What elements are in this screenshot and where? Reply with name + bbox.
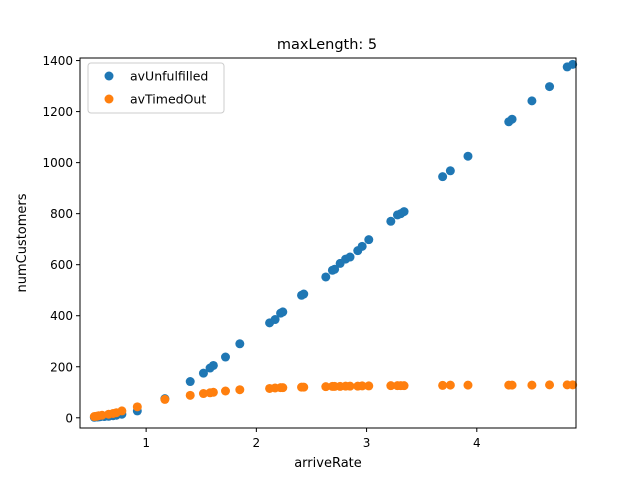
data-point-avUnfulfilled bbox=[270, 315, 280, 325]
x-tick-label: 1 bbox=[142, 436, 150, 450]
legend-box bbox=[87, 62, 225, 114]
y-tick-label: 1200 bbox=[42, 105, 73, 119]
legend: avUnfulfilled avTimedOut bbox=[87, 62, 225, 114]
y-tick-label: 800 bbox=[50, 207, 73, 221]
legend-marker-avTimedOut bbox=[104, 94, 114, 104]
legend-marker-avUnfulfilled bbox=[104, 71, 114, 81]
data-point-avTimedOut bbox=[445, 380, 455, 390]
data-point-avTimedOut bbox=[160, 394, 170, 404]
data-point-avTimedOut bbox=[364, 381, 374, 391]
y-tick-label: 400 bbox=[50, 309, 73, 323]
data-point-avUnfulfilled bbox=[507, 114, 517, 124]
data-point-avTimedOut bbox=[399, 381, 409, 391]
legend-label-avTimedOut: avTimedOut bbox=[130, 92, 206, 107]
data-point-avUnfulfilled bbox=[345, 252, 355, 262]
x-tick-label: 3 bbox=[363, 436, 371, 450]
y-tick-label: 1400 bbox=[42, 54, 73, 68]
data-point-avUnfulfilled bbox=[527, 96, 537, 106]
data-point-avUnfulfilled bbox=[321, 272, 331, 282]
x-tick-label: 4 bbox=[473, 436, 481, 450]
data-point-avUnfulfilled bbox=[220, 352, 230, 362]
data-point-avTimedOut bbox=[527, 380, 537, 390]
y-tick-label: 200 bbox=[50, 360, 73, 374]
data-point-avTimedOut bbox=[132, 402, 142, 412]
data-point-avTimedOut bbox=[299, 382, 309, 392]
data-point-avTimedOut bbox=[463, 380, 473, 390]
data-point-avTimedOut bbox=[235, 385, 245, 395]
data-point-avUnfulfilled bbox=[364, 235, 374, 245]
plot-marks bbox=[89, 59, 578, 422]
data-point-avTimedOut bbox=[545, 380, 555, 390]
data-point-avTimedOut bbox=[278, 383, 288, 393]
y-axis-label: numCustomers bbox=[15, 193, 30, 292]
data-point-avTimedOut bbox=[386, 381, 396, 391]
series-avTimedOut bbox=[89, 380, 578, 422]
data-point-avTimedOut bbox=[568, 380, 578, 390]
data-point-avUnfulfilled bbox=[545, 82, 555, 92]
data-point-avTimedOut bbox=[185, 390, 195, 400]
y-axis-ticks: 0 200 400 600 800 1000 1200 1400 bbox=[42, 54, 80, 425]
data-point-avUnfulfilled bbox=[330, 264, 340, 274]
data-point-avTimedOut bbox=[345, 381, 355, 391]
data-point-avUnfulfilled bbox=[463, 151, 473, 161]
data-point-avUnfulfilled bbox=[299, 289, 309, 299]
data-point-avUnfulfilled bbox=[568, 59, 578, 69]
data-point-avUnfulfilled bbox=[438, 172, 448, 182]
legend-label-avUnfulfilled: avUnfulfilled bbox=[130, 69, 208, 84]
data-point-avTimedOut bbox=[117, 406, 127, 416]
data-point-avTimedOut bbox=[220, 386, 230, 396]
data-point-avTimedOut bbox=[507, 380, 517, 390]
y-tick-label: 0 bbox=[65, 411, 73, 425]
x-axis-label: arriveRate bbox=[294, 456, 362, 471]
data-point-avTimedOut bbox=[357, 381, 367, 391]
data-point-avUnfulfilled bbox=[185, 377, 195, 387]
y-tick-label: 1000 bbox=[42, 156, 73, 170]
data-point-avTimedOut bbox=[438, 380, 448, 390]
data-point-avUnfulfilled bbox=[445, 166, 455, 176]
data-point-avUnfulfilled bbox=[278, 307, 288, 317]
data-point-avUnfulfilled bbox=[235, 339, 245, 349]
data-point-avUnfulfilled bbox=[208, 360, 218, 370]
data-point-avUnfulfilled bbox=[198, 368, 208, 378]
data-point-avTimedOut bbox=[198, 389, 208, 399]
chart-title: maxLength: 5 bbox=[277, 37, 377, 53]
axes-frame bbox=[79, 57, 577, 429]
x-tick-label: 2 bbox=[253, 436, 261, 450]
data-point-avTimedOut bbox=[208, 387, 218, 397]
data-point-avUnfulfilled bbox=[357, 241, 367, 251]
data-point-avTimedOut bbox=[97, 410, 107, 420]
x-axis-ticks: 1 2 3 4 bbox=[142, 428, 481, 450]
data-point-avUnfulfilled bbox=[399, 207, 409, 217]
data-point-avUnfulfilled bbox=[386, 216, 396, 226]
y-tick-label: 600 bbox=[50, 258, 73, 272]
data-point-avTimedOut bbox=[321, 382, 331, 392]
